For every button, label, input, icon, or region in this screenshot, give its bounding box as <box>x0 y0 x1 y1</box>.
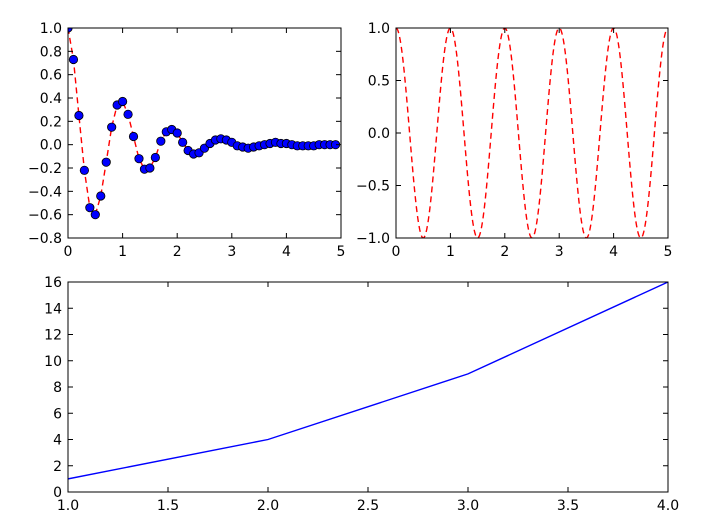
y-tick-label: 0.0 <box>368 126 390 142</box>
data-point <box>90 210 100 220</box>
y-tick-label: 16 <box>44 275 62 291</box>
data-point <box>68 54 79 65</box>
y-tick-label: 1.0 <box>368 21 390 37</box>
data-point <box>172 128 182 138</box>
y-tick-label: −0.6 <box>28 208 62 224</box>
x-tick-label: 1 <box>446 244 455 260</box>
bottom-subplot: 1.0 1.5 2.0 2.5 3.0 3.5 4.0 0 2 4 6 8 10 12 14 16 <box>44 275 679 514</box>
x-tick-label: 2.5 <box>357 498 379 514</box>
top-left-subplot: 0 1 2 3 4 5 −0.8 −0.6 −0.4 −0.2 0.0 0.2 0.4 0.6 0.8 1.0 <box>28 21 345 260</box>
data-point <box>118 96 128 107</box>
x-tick-label: 4.0 <box>657 498 679 514</box>
x-tick-label: 1 <box>118 244 127 260</box>
x-tick-label: 1.0 <box>57 498 79 514</box>
y-tick-label: −0.4 <box>28 184 62 200</box>
x-tick-label: 2 <box>173 244 182 260</box>
x-tick-label: 3 <box>227 244 236 260</box>
x-tick-label: 0 <box>392 244 401 260</box>
x-tick-label: 5 <box>664 244 673 260</box>
right-series-line <box>396 28 668 238</box>
data-point <box>123 109 133 119</box>
y-tick-label: 0.5 <box>368 74 390 90</box>
data-point <box>156 136 166 146</box>
y-tick-label: 0.8 <box>40 44 62 60</box>
y-tick-label: 8 <box>53 380 62 396</box>
y-tick-label: −0.2 <box>28 161 62 177</box>
x-tick-label: 4 <box>609 244 618 260</box>
y-tick-label: 14 <box>44 301 62 317</box>
y-tick-label: 0.6 <box>40 68 62 84</box>
data-point <box>85 203 95 213</box>
y-tick-label: −0.5 <box>356 179 390 195</box>
y-tick-label: −0.8 <box>28 231 62 247</box>
x-tick-label: 4 <box>282 244 291 260</box>
top-right-subplot: 0 1 2 3 4 5 −1.0 −0.5 0.0 0.5 1.0 <box>356 21 672 260</box>
x-tick-label: 0 <box>64 244 73 260</box>
data-point <box>128 131 139 142</box>
data-point <box>178 137 188 147</box>
data-point <box>134 154 144 164</box>
y-tick-label: 0.0 <box>40 138 62 154</box>
y-tick-label: 0.4 <box>40 91 62 107</box>
x-tick-label: 1.5 <box>157 498 179 514</box>
y-tick-label: 0 <box>53 485 62 501</box>
data-point <box>79 165 89 175</box>
data-point <box>150 152 160 163</box>
right-plot-area <box>396 28 668 238</box>
data-point <box>107 122 117 132</box>
y-tick-label: −1.0 <box>356 231 390 247</box>
x-tick-label: 3.0 <box>457 498 479 514</box>
left-plot-area <box>68 28 341 220</box>
data-point <box>68 28 73 33</box>
y-tick-label: 4 <box>53 433 62 449</box>
left-axes-frame <box>67 27 342 239</box>
y-tick-label: 6 <box>53 406 62 422</box>
data-point <box>96 191 106 201</box>
bottom-series-line <box>68 282 668 480</box>
data-point <box>74 110 84 121</box>
x-tick-label: 3 <box>555 244 564 260</box>
data-point <box>145 163 155 173</box>
y-tick-label: 1.0 <box>40 21 62 37</box>
x-tick-label: 5 <box>337 244 346 260</box>
y-tick-label: 12 <box>44 328 62 344</box>
y-tick-label: 2 <box>53 459 62 475</box>
y-tick-label: 0.2 <box>40 114 62 130</box>
y-tick-label: 10 <box>44 354 62 370</box>
data-point <box>101 157 111 167</box>
x-tick-label: 2 <box>500 244 509 260</box>
bottom-plot-area <box>68 282 668 480</box>
x-tick-label: 3.5 <box>557 498 579 514</box>
x-tick-label: 2.0 <box>257 498 279 514</box>
